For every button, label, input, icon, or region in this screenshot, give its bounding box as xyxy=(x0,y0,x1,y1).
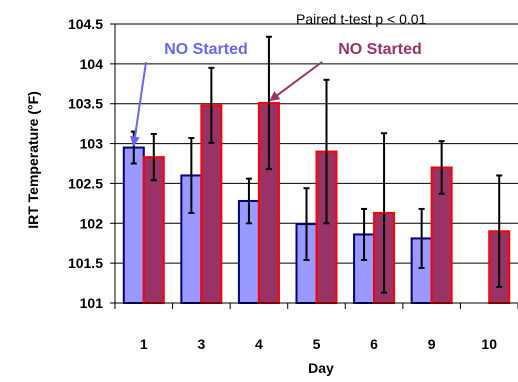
y-tick-label: 103 xyxy=(80,136,104,152)
y-tick-label: 101 xyxy=(80,295,104,311)
y-axis-title: IRT Temperature (°F) xyxy=(25,91,41,229)
annotation-label: NO Started xyxy=(338,41,422,58)
x-tick-label: 1 xyxy=(140,336,148,352)
bars xyxy=(122,101,511,304)
y-tick-label: 103.5 xyxy=(68,96,103,112)
y-tick-label: 102.5 xyxy=(68,175,103,191)
bar xyxy=(122,146,145,304)
annotations: NO Started NO Started xyxy=(130,41,422,147)
annotation-arrow xyxy=(130,61,147,147)
annotation-label: NO Started xyxy=(164,41,248,58)
y-tick-label: 104.5 xyxy=(68,16,103,32)
y-tick-label: 101.5 xyxy=(68,255,103,271)
x-tick-label: 5 xyxy=(313,336,321,352)
x-tick-label: 6 xyxy=(370,336,378,352)
x-tick-label: 9 xyxy=(428,336,436,352)
x-tick-label: 4 xyxy=(255,336,263,352)
error-bars xyxy=(130,35,503,294)
y-tick-label: 104 xyxy=(80,56,104,72)
annotation-arrow xyxy=(269,61,323,102)
axes xyxy=(110,23,518,309)
tick-labels: 101 101.5 102 102.5 103 103.5 104 104.5 1 3 4 5 6 9 10 xyxy=(68,16,497,352)
x-tick-label: 10 xyxy=(481,336,497,352)
y-tick-label: 102 xyxy=(80,215,104,231)
x-tick-label: 3 xyxy=(197,336,205,352)
x-axis-title: Day xyxy=(308,360,334,376)
t-test-note: Paired t-test p < 0.01 xyxy=(296,11,427,27)
